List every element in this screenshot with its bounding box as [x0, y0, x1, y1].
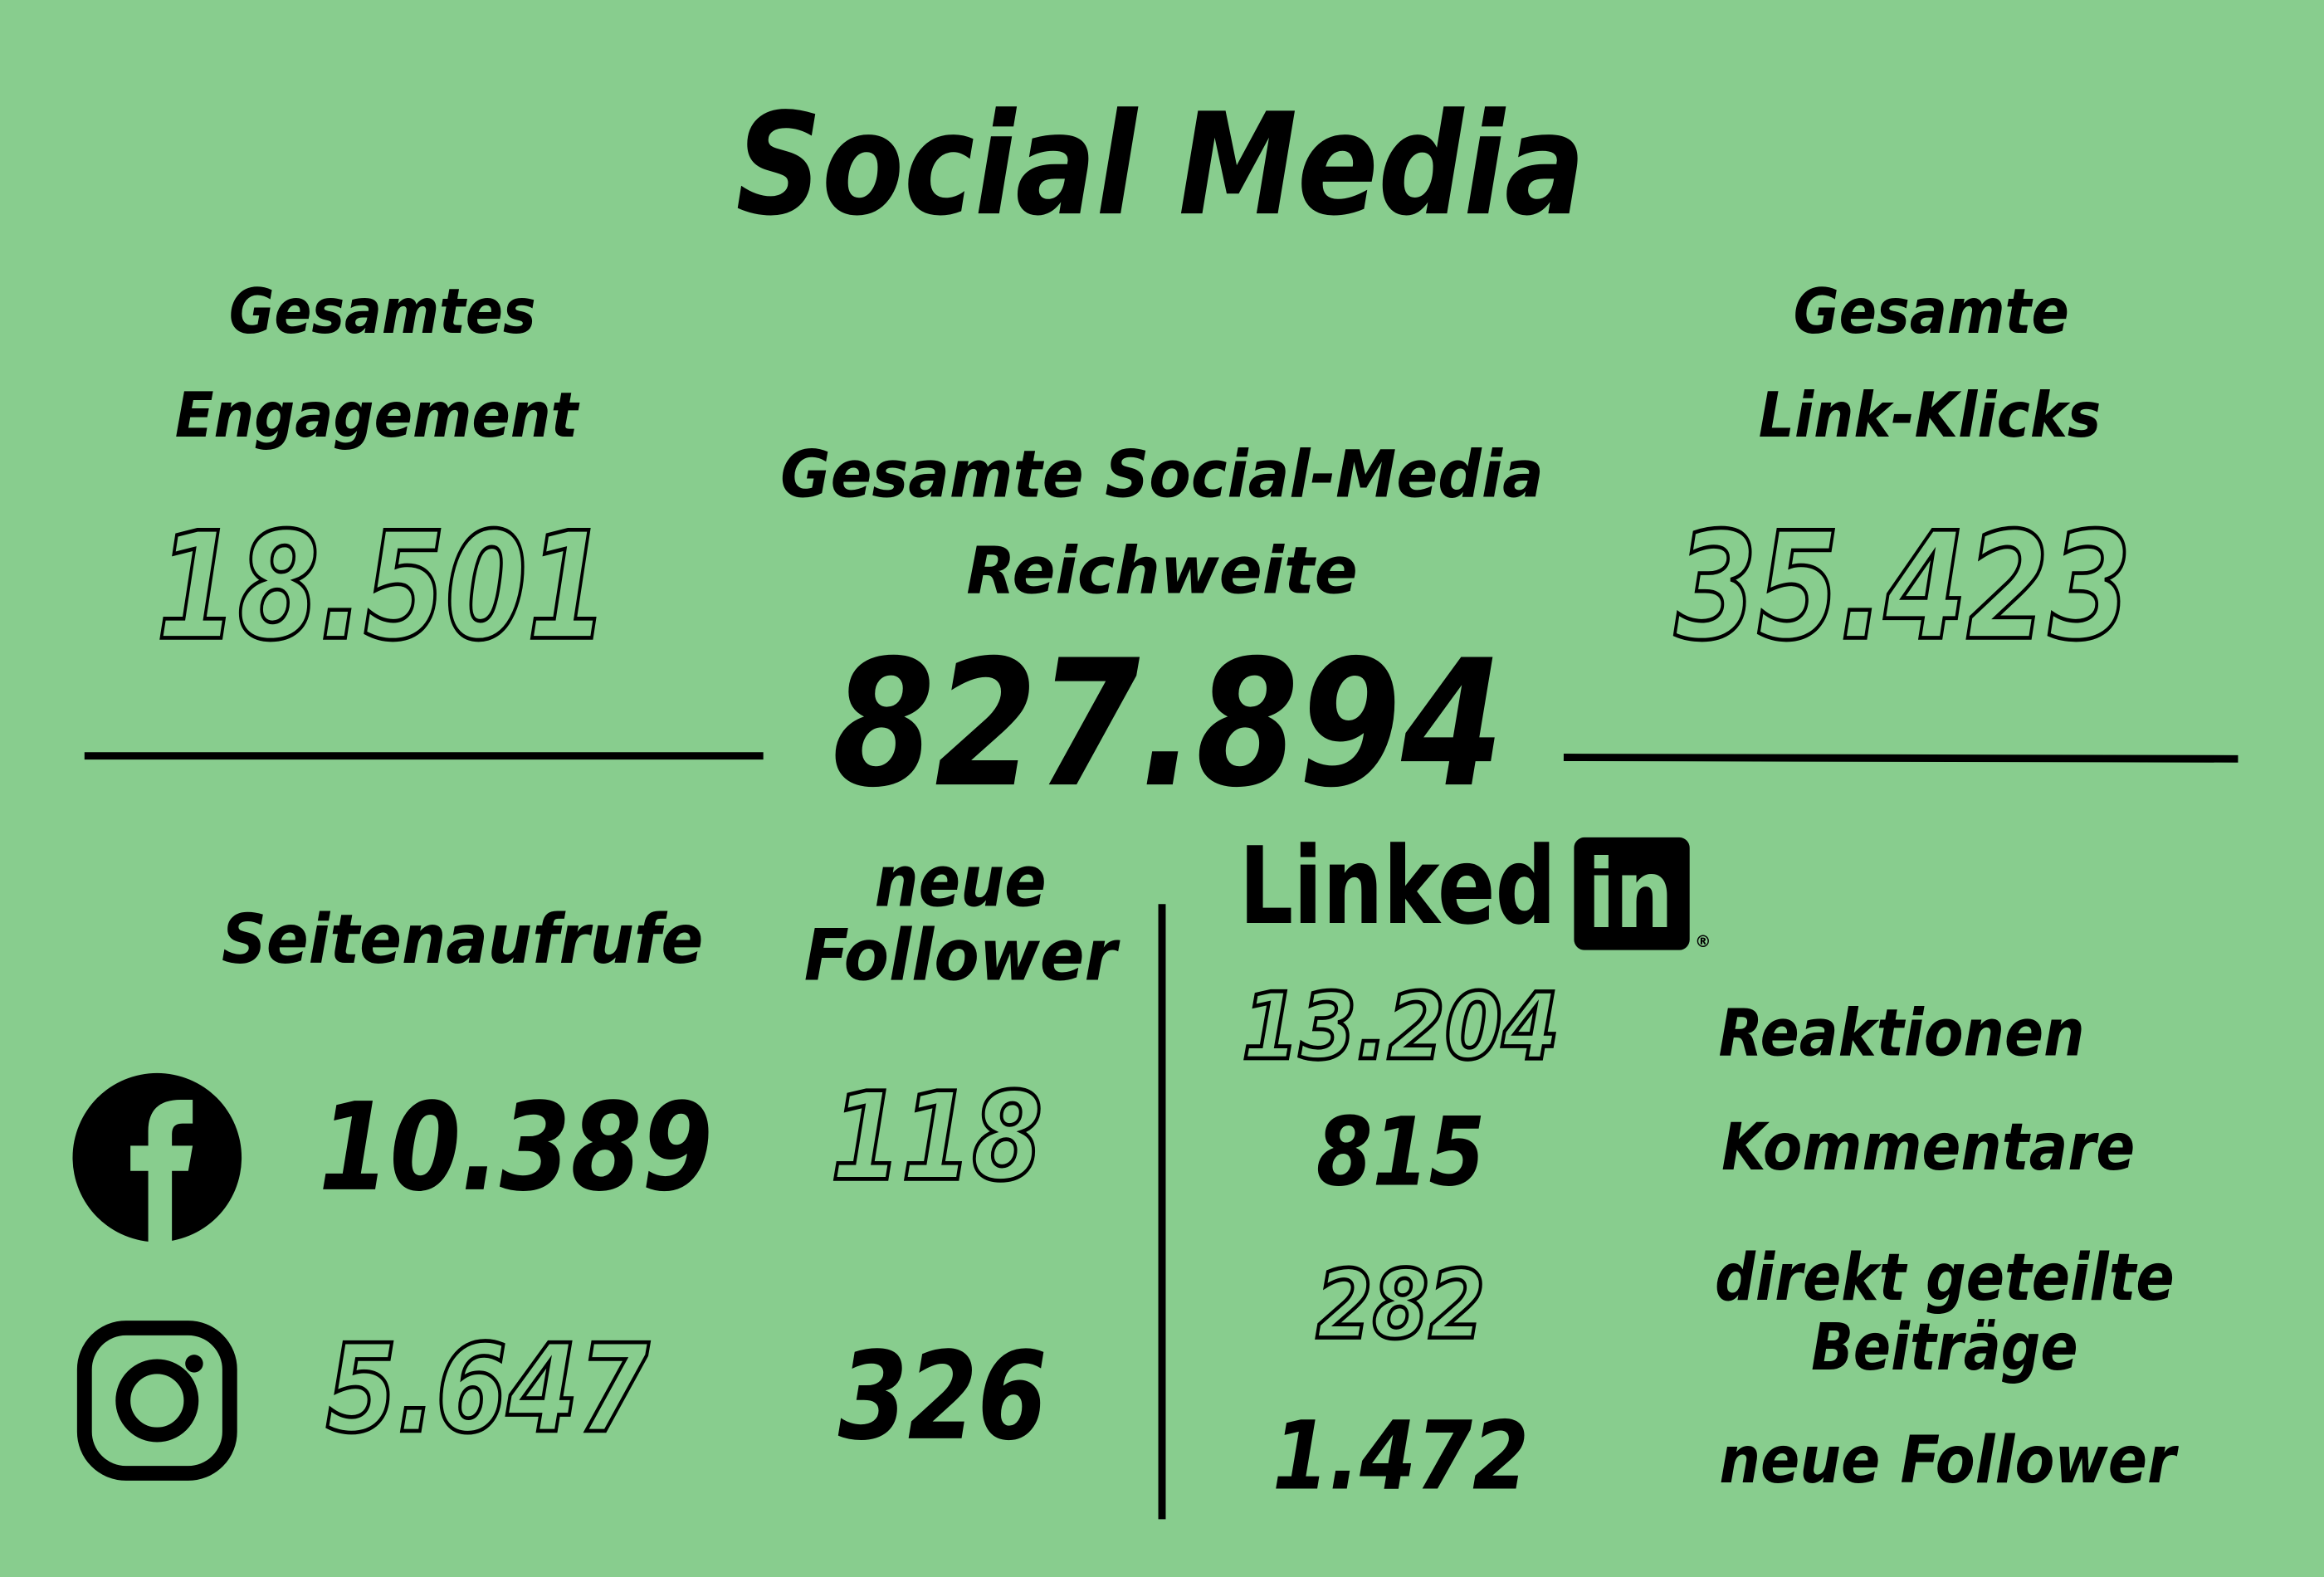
linkedin-label: neue Follower [1719, 1422, 2179, 1498]
engagement-label: Gesamtes [229, 275, 536, 348]
linkedin-label: direkt geteilte [1715, 1239, 2175, 1316]
instagram-icon [76, 1321, 237, 1481]
divider [1563, 754, 2239, 763]
title: Social Media [736, 84, 1585, 247]
page-views-header: Seitenaufrufe [222, 901, 703, 979]
facebook-new-followers: 118 [831, 1066, 1042, 1208]
link-clicks-value: 35.423 [1675, 500, 2131, 673]
instagram-new-followers: 326 [838, 1326, 1047, 1467]
logo-text: Linked [1239, 825, 1556, 949]
linkedin-label: Kommentare [1721, 1109, 2135, 1185]
new-followers-header: neue [875, 840, 1047, 923]
facebook-page-views: 10.389 [319, 1077, 713, 1218]
linkedin-value: 13.204 [1242, 974, 1559, 1081]
reach-label: Reichweite [966, 532, 1357, 608]
facebook-icon [72, 1072, 242, 1245]
linkedin-logo: Linked in ® [1239, 825, 1711, 951]
engagement-label: Engagement [175, 378, 581, 452]
reach-value: 827.894 [832, 622, 1504, 826]
logo-text: ® [1695, 932, 1711, 951]
linkedin-value: 282 [1316, 1250, 1486, 1360]
link-clicks-label: Gesamte [1794, 275, 2069, 348]
instagram-page-views: 5.647 [326, 1318, 649, 1460]
logo-text: in [1587, 839, 1673, 950]
linkedin-value: 1.472 [1272, 1401, 1529, 1511]
new-followers-header: Follower [804, 915, 1120, 998]
linkedin-label: Beiträge [1811, 1309, 2077, 1385]
linkedin-label: Reaktionen [1719, 994, 2085, 1071]
engagement-value: 18.501 [156, 500, 608, 673]
linkedin-value: 815 [1316, 1097, 1486, 1208]
reach-label: Gesamte Social-Media [780, 436, 1544, 512]
link-clicks-label: Link-Klicks [1759, 378, 2102, 452]
